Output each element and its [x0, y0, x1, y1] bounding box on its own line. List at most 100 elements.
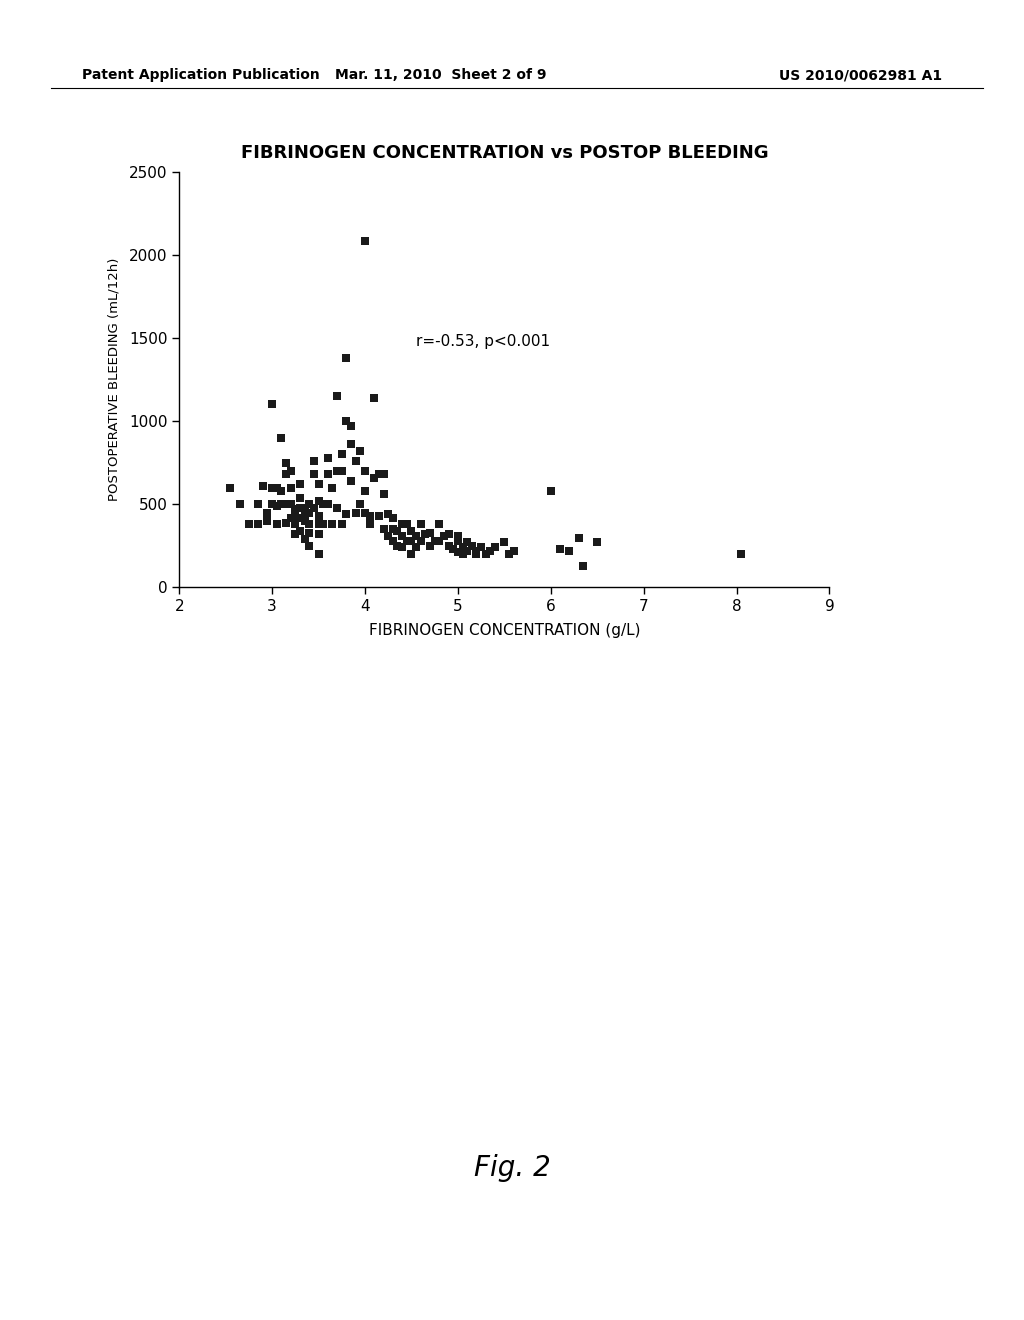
Point [408, 537, 424, 558]
Point [273, 480, 290, 502]
Point [287, 499, 303, 520]
Point [325, 477, 341, 498]
Point [376, 463, 392, 484]
Point [231, 494, 248, 515]
Point [334, 461, 350, 482]
Point [296, 511, 312, 532]
Point [278, 512, 294, 533]
Point [338, 504, 354, 525]
Point [506, 540, 522, 561]
Point [371, 463, 387, 484]
Text: Mar. 11, 2010  Sheet 2 of 9: Mar. 11, 2010 Sheet 2 of 9 [335, 69, 546, 82]
Point [343, 416, 359, 437]
Point [431, 531, 447, 552]
Point [306, 498, 323, 519]
Point [329, 461, 345, 482]
Point [417, 524, 433, 545]
Point [301, 502, 317, 523]
Point [408, 525, 424, 546]
Point [296, 528, 312, 549]
Point [403, 531, 420, 552]
Point [259, 502, 275, 523]
Point [306, 450, 323, 471]
Point [334, 513, 350, 535]
Point [259, 511, 275, 532]
Point [468, 540, 484, 561]
Point [273, 428, 290, 449]
Point [283, 461, 299, 482]
Point [310, 490, 327, 511]
Point [356, 231, 373, 252]
Point [482, 540, 499, 561]
Point [361, 506, 378, 527]
Point [380, 525, 396, 546]
Point [268, 513, 285, 535]
Point [343, 470, 359, 491]
Point [440, 536, 457, 557]
Point [455, 537, 471, 558]
Point [431, 513, 447, 535]
Point [292, 487, 308, 508]
Point [278, 494, 294, 515]
Point [733, 544, 750, 565]
Point [352, 494, 369, 515]
Point [287, 513, 303, 535]
Point [356, 502, 373, 523]
Point [268, 495, 285, 516]
Point [356, 480, 373, 502]
Point [426, 531, 442, 552]
Point [292, 520, 308, 541]
Point [450, 543, 466, 564]
Point [389, 536, 406, 557]
Point [459, 540, 475, 561]
X-axis label: FIBRINOGEN CONCENTRATION (g/L): FIBRINOGEN CONCENTRATION (g/L) [369, 623, 640, 638]
Point [310, 506, 327, 527]
Point [380, 504, 396, 525]
Point [283, 507, 299, 528]
Point [385, 531, 401, 552]
Y-axis label: POSTOPERATIVE BLEEDING (mL/12h): POSTOPERATIVE BLEEDING (mL/12h) [108, 257, 121, 502]
Point [292, 498, 308, 519]
Point [468, 544, 484, 565]
Point [366, 467, 382, 488]
Point [436, 525, 453, 546]
Point [319, 447, 336, 469]
Text: r=-0.53, p<0.001: r=-0.53, p<0.001 [416, 334, 550, 348]
Point [283, 477, 299, 498]
Point [389, 520, 406, 541]
Point [459, 532, 475, 553]
Point [450, 525, 466, 546]
Point [356, 461, 373, 482]
Point [385, 519, 401, 540]
Point [325, 513, 341, 535]
Point [301, 521, 317, 543]
Point [398, 513, 415, 535]
Point [347, 450, 364, 471]
Point [338, 411, 354, 432]
Point [413, 531, 429, 552]
Point [361, 513, 378, 535]
Point [315, 513, 332, 535]
Point [319, 463, 336, 484]
Point [422, 521, 438, 543]
Text: Fig. 2: Fig. 2 [474, 1154, 550, 1183]
Point [570, 527, 587, 548]
Point [264, 393, 281, 414]
Point [543, 480, 559, 502]
Point [440, 524, 457, 545]
Point [310, 524, 327, 545]
Point [329, 498, 345, 519]
Point [310, 474, 327, 495]
Point [455, 544, 471, 565]
Point [264, 477, 281, 498]
Point [413, 513, 429, 535]
Point [496, 532, 512, 553]
Point [296, 498, 312, 519]
Point [301, 536, 317, 557]
Point [283, 494, 299, 515]
Point [552, 539, 568, 560]
Point [422, 536, 438, 557]
Point [301, 494, 317, 515]
Point [310, 544, 327, 565]
Point [450, 531, 466, 552]
